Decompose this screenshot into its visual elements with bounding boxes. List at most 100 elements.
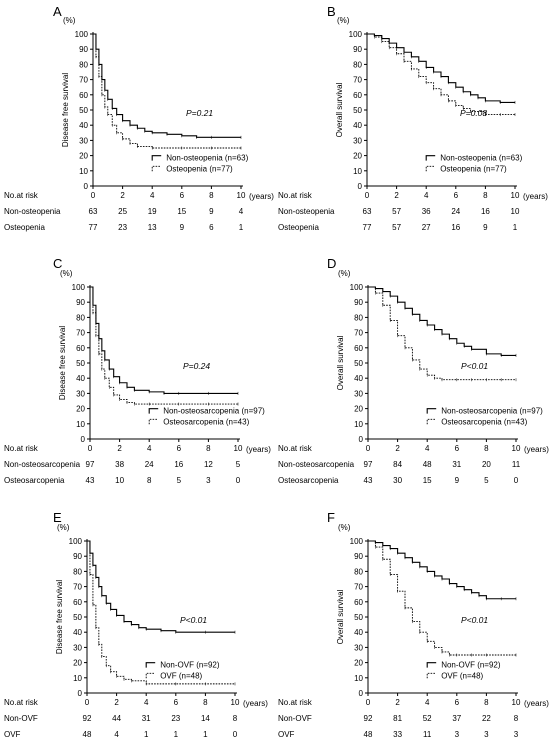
risk-count: 48 <box>423 460 432 469</box>
risk-count: 4 <box>239 207 244 216</box>
legend-entry: OVF (n=48) <box>160 671 202 680</box>
risk-count: 33 <box>393 730 402 739</box>
p-value-label: P=0.21 <box>186 108 213 118</box>
risk-count: 63 <box>89 207 98 216</box>
x-tick-label: 2 <box>395 698 400 707</box>
risk-count: 10 <box>511 207 520 216</box>
x-tick-label: 8 <box>484 444 489 453</box>
risk-count: 11 <box>512 460 521 469</box>
p-value-label: P=0.24 <box>183 361 210 371</box>
y-tick-label: 0 <box>359 689 364 698</box>
p-value-label: P<0.01 <box>180 615 207 625</box>
risk-count: 22 <box>482 714 491 723</box>
legend-entry: Non-osteosarcopenia (n=97) <box>163 407 265 416</box>
risk-count: 24 <box>451 207 460 216</box>
legend-entry: OVF (n=48) <box>441 671 483 680</box>
survival-curve-solid <box>87 540 235 633</box>
panel-label: F <box>327 510 335 525</box>
y-tick-label: 70 <box>79 76 88 85</box>
y-tick-label: 90 <box>354 552 363 561</box>
risk-count: 43 <box>86 476 95 485</box>
x-tick-label: 4 <box>147 444 152 453</box>
x-tick-label: 0 <box>91 191 96 200</box>
y-unit-label: (%) <box>338 269 351 278</box>
y-tick-label: 40 <box>79 121 88 130</box>
y-tick-label: 40 <box>354 628 363 637</box>
risk-count: 4 <box>114 730 119 739</box>
legend-swatch-solid <box>148 408 159 414</box>
risk-count: 57 <box>392 207 401 216</box>
y-unit-label: (%) <box>57 523 70 532</box>
risk-count: 10 <box>115 476 124 485</box>
risk-count: 84 <box>393 460 402 469</box>
x-tick-label: 8 <box>483 191 488 200</box>
risk-table-header: No.at risk <box>278 444 313 453</box>
risk-count: 9 <box>483 223 488 232</box>
risk-table-header: No.at risk <box>4 191 39 200</box>
survival-curve-solid <box>93 33 241 138</box>
p-value-label: P=0.08 <box>460 108 487 118</box>
y-tick-label: 50 <box>73 613 82 622</box>
y-tick-label: 90 <box>76 298 85 307</box>
y-tick-label: 40 <box>353 121 362 130</box>
risk-count: 8 <box>233 714 238 723</box>
survival-curve-solid <box>368 286 516 356</box>
x-tick-label: 6 <box>455 444 460 453</box>
y-tick-label: 20 <box>354 659 363 668</box>
risk-count: 1 <box>174 730 179 739</box>
risk-count: 24 <box>145 460 154 469</box>
y-tick-label: 70 <box>354 329 363 338</box>
risk-count: 97 <box>86 460 95 469</box>
y-tick-label: 80 <box>79 60 88 69</box>
x-tick-label: 6 <box>180 191 185 200</box>
survival-curve-dashed <box>93 33 241 149</box>
risk-count: 63 <box>363 207 372 216</box>
y-tick-label: 60 <box>353 91 362 100</box>
risk-count: 9 <box>455 476 460 485</box>
risk-count: 52 <box>423 714 432 723</box>
y-unit-label: (%) <box>60 269 73 278</box>
risk-count: 92 <box>83 714 92 723</box>
survival-curve-dashed <box>90 286 238 405</box>
legend-swatch-solid <box>425 155 436 161</box>
y-tick-label: 40 <box>76 374 85 383</box>
y-tick-label: 50 <box>76 359 85 368</box>
x-tick-label: 6 <box>455 698 460 707</box>
x-tick-label: 6 <box>454 191 459 200</box>
x-unit-label: (years) <box>243 699 268 708</box>
x-unit-label: (years) <box>524 445 549 454</box>
risk-count: 9 <box>209 207 214 216</box>
y-tick-label: 10 <box>354 674 363 683</box>
panel-label: B <box>327 4 336 19</box>
x-unit-label: (years) <box>523 192 548 201</box>
legend-entry: Osteosarcopenia (n=43) <box>441 417 527 426</box>
y-tick-label: 100 <box>350 537 364 546</box>
risk-count: 0 <box>233 730 238 739</box>
x-tick-label: 4 <box>144 698 149 707</box>
risk-count: 20 <box>482 460 491 469</box>
y-tick-label: 60 <box>76 344 85 353</box>
risk-count: 16 <box>174 460 183 469</box>
y-unit-label: (%) <box>63 16 76 25</box>
y-tick-label: 20 <box>354 405 363 414</box>
y-tick-label: 0 <box>81 435 86 444</box>
risk-count: 43 <box>364 476 373 485</box>
risk-count: 3 <box>484 730 489 739</box>
y-tick-label: 0 <box>358 182 363 191</box>
y-tick-label: 90 <box>354 298 363 307</box>
x-tick-label: 2 <box>120 191 125 200</box>
legend-entry: Osteopenia (n=77) <box>166 164 233 173</box>
y-tick-label: 60 <box>79 91 88 100</box>
risk-count: 16 <box>481 207 490 216</box>
x-tick-label: 10 <box>512 698 521 707</box>
y-tick-label: 100 <box>349 30 363 39</box>
legend-entry: Non-osteosarcopenia (n=97) <box>441 407 543 416</box>
x-tick-label: 10 <box>512 444 521 453</box>
risk-count: 57 <box>392 223 401 232</box>
risk-table-header: No.at risk <box>4 444 39 453</box>
risk-count: 1 <box>144 730 149 739</box>
risk-row-label: Non-OVF <box>4 714 38 723</box>
y-tick-label: 20 <box>76 405 85 414</box>
